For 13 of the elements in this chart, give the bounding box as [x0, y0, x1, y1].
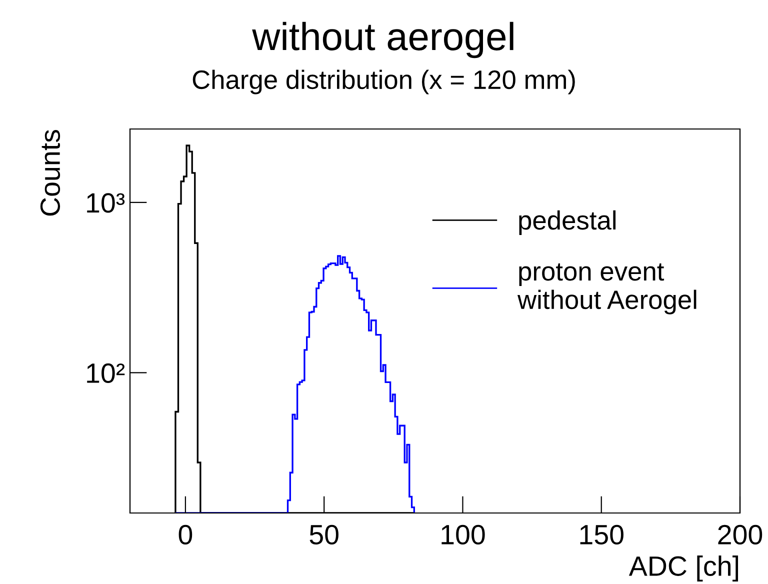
chart-title: without aerogel	[252, 22, 514, 58]
y-tick-label: 10²	[87, 363, 125, 384]
legend-label: pedestal	[519, 210, 616, 235]
x-tick-label: 50	[310, 524, 338, 545]
legend-label: proton event without Aerogel	[517, 263, 696, 314]
x-tick-label: 100	[442, 524, 485, 545]
x-tick-label: 150	[580, 524, 624, 545]
y-tick-label: 10³	[87, 193, 125, 213]
chart-subtitle: Charge distribution (x = 120 mm)	[192, 70, 575, 94]
x-axis-title: ADC [ch]	[628, 556, 738, 582]
x-tick-label: 200	[718, 524, 762, 545]
y-axis-title: Counts	[40, 130, 60, 216]
x-tick-label: 0	[178, 524, 192, 545]
